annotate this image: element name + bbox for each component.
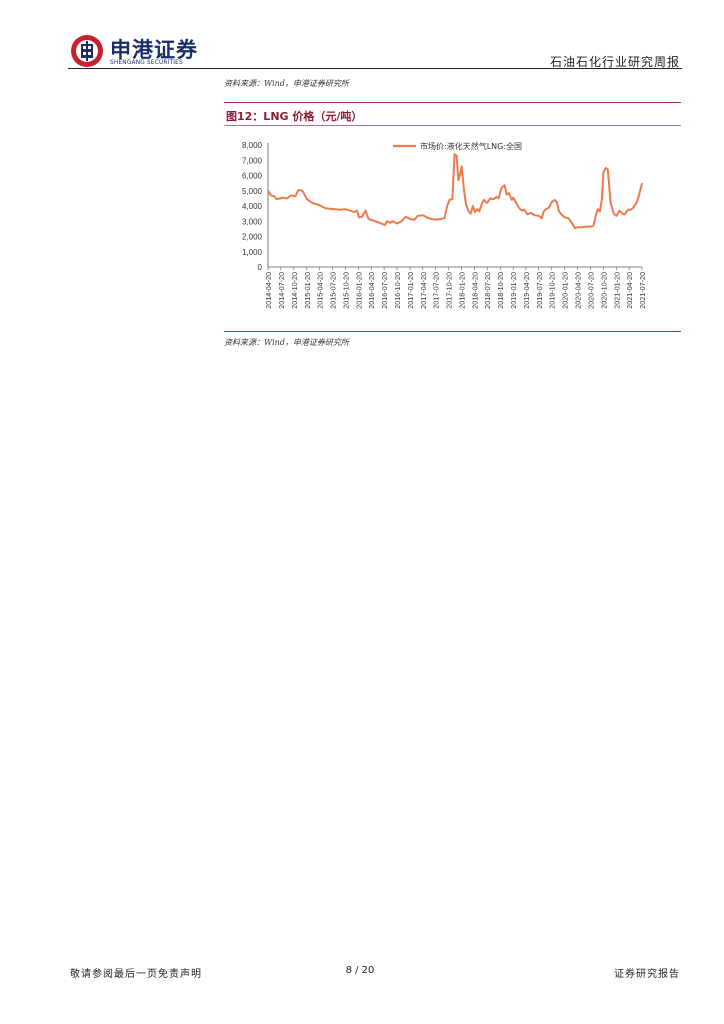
legend-label: 市场价:液化天然气LNG:全国 [420,141,522,151]
x-tick-label: 2017-07-20 [432,272,441,309]
x-tick-label: 2020-04-20 [574,272,583,309]
x-tick-label: 2014-10-20 [290,272,299,309]
y-tick-label: 3,000 [242,217,263,226]
figure-title-rule [224,125,681,126]
x-tick-label: 2017-04-20 [419,272,428,309]
x-tick-label: 2015-01-20 [303,272,312,309]
x-tick-label: 2017-10-20 [445,272,454,309]
y-tick-label: 6,000 [242,172,263,181]
previous-figure-source: 资料来源：Wind，申港证券研究所 [224,79,349,88]
y-tick-label: 5,000 [242,187,263,196]
figure-top-rule [224,102,681,103]
x-tick-label: 2019-01-20 [509,272,518,309]
y-tick-label: 4,000 [242,202,263,211]
x-tick-label: 2019-10-20 [548,272,557,309]
x-tick-label: 2016-07-20 [380,272,389,309]
logo-chinese-name: 申港证券 [110,38,198,62]
report-type-label: 石油石化行业研究周报 [549,55,680,69]
x-tick-label: 2019-04-20 [522,272,531,309]
x-tick-label: 2015-04-20 [316,272,325,309]
x-tick-label: 2016-10-20 [393,272,402,309]
x-tick-label: 2018-04-20 [470,272,479,309]
document-type: 证券研究报告 [614,969,680,980]
x-tick-label: 2016-01-20 [354,272,363,309]
lng-price-chart: 8,000 7,000 6,000 5,000 4,000 3,000 2,000 1,000… [242,141,647,309]
x-tick-label: 2014-07-20 [277,272,286,309]
x-tick-label: 2021-01-20 [612,272,621,309]
series-line [267,153,643,230]
x-tick-label: 2020-01-20 [561,272,570,309]
header-divider [68,68,682,69]
y-tick-label: 2,000 [242,233,263,242]
disclaimer-note: 敬请参阅最后一页免责声明 [70,969,202,980]
x-tick-label: 2017-01-20 [406,272,415,309]
shengang-logo-icon [71,35,103,67]
x-tick-label: 2015-07-20 [328,272,337,309]
x-tick-label: 2018-07-20 [483,272,492,309]
page-number: 8 / 20 [345,965,375,976]
x-tick-label: 2021-04-20 [625,272,634,309]
x-tick-label: 2014-04-20 [264,272,273,309]
figure-bottom-rule [224,331,681,332]
x-tick-label: 2018-01-20 [458,272,467,309]
x-tick-label: 2016-04-20 [367,272,376,309]
figure-title: 图12：LNG 价格（元/吨） [226,110,363,123]
x-tick-label: 2019-07-20 [535,272,544,309]
y-tick-label: 0 [258,263,263,272]
y-tick-label: 1,000 [242,248,263,257]
y-tick-label: 8,000 [242,141,263,150]
x-tick-label: 2015-10-20 [341,272,350,309]
logo-english-name: SHENGANG SECURITIES [110,60,183,66]
y-tick-label: 7,000 [242,156,263,165]
x-tick-label: 2020-10-20 [599,272,608,309]
company-logo: 申港证券 SHENGANG SECURITIES [70,34,200,70]
figure-source: 资料来源：Wind，申港证券研究所 [224,338,349,347]
x-tick-label: 2020-07-20 [586,272,595,309]
x-tick-label: 2018-10-20 [496,272,505,309]
x-tick-label: 2021-07-20 [638,272,647,309]
